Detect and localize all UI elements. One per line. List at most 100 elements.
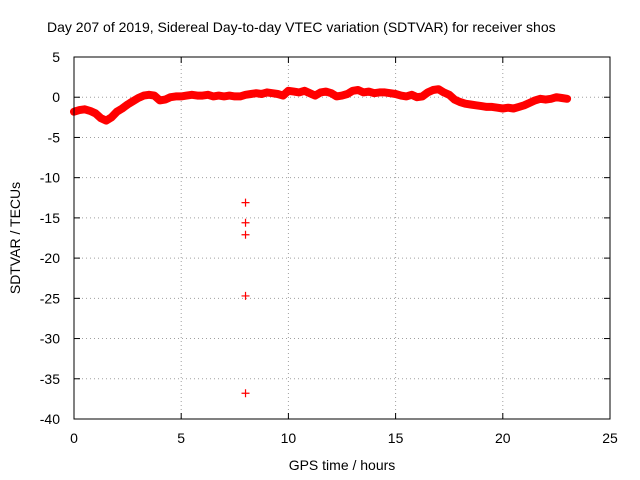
data-point — [145, 91, 153, 99]
data-point — [242, 91, 250, 99]
data-point — [370, 89, 378, 97]
outlier-point — [241, 291, 250, 300]
chart-title: Day 207 of 2019, Sidereal Day-to-day VTE… — [47, 19, 556, 35]
data-point — [279, 92, 287, 100]
y-tick-label: -15 — [40, 210, 60, 226]
data-point — [338, 92, 346, 100]
data-point — [381, 88, 389, 96]
x-axis-ticks: 0 5 10 15 20 25 — [70, 57, 618, 446]
data-point — [542, 96, 550, 104]
data-point — [359, 88, 367, 96]
data-point — [488, 103, 496, 111]
data-series — [70, 85, 572, 398]
data-point — [97, 114, 105, 122]
x-tick-label: 25 — [602, 430, 618, 446]
y-axis-ticks: 5 0 -5 -10 -15 -20 -25 -30 -35 -40 — [40, 49, 610, 427]
data-point — [156, 96, 164, 104]
data-point — [188, 91, 196, 99]
data-point — [91, 109, 99, 117]
data-point — [520, 101, 528, 109]
data-point — [461, 100, 469, 108]
data-point — [552, 93, 560, 101]
data-point — [333, 92, 341, 100]
data-point — [531, 96, 539, 104]
data-point — [349, 87, 357, 95]
data-point — [177, 92, 185, 100]
data-point — [477, 102, 485, 110]
data-point — [451, 96, 459, 104]
data-point — [75, 106, 83, 114]
data-point — [134, 94, 142, 102]
data-point — [327, 89, 335, 97]
data-point — [418, 92, 426, 100]
data-point — [402, 92, 410, 100]
y-tick-label: -10 — [40, 170, 60, 186]
data-point — [510, 104, 518, 112]
y-axis-label: SDTVAR / TECUs — [7, 182, 23, 294]
data-point — [295, 88, 303, 96]
data-point — [424, 88, 432, 96]
y-tick-label: 5 — [52, 49, 60, 65]
data-point — [209, 92, 217, 100]
data-point — [526, 99, 534, 107]
data-point — [113, 108, 121, 116]
data-point — [306, 89, 314, 97]
data-point — [392, 90, 400, 98]
data-point — [124, 100, 132, 108]
x-axis-label: GPS time / hours — [289, 457, 396, 473]
data-point — [161, 96, 169, 104]
data-point — [317, 88, 325, 96]
data-point — [493, 104, 501, 112]
data-point — [263, 88, 271, 96]
x-tick-label: 5 — [177, 430, 185, 446]
y-tick-label: -25 — [40, 290, 60, 306]
data-point — [300, 87, 308, 95]
outlier-point — [241, 389, 250, 398]
data-point — [274, 90, 282, 98]
data-point — [563, 95, 571, 103]
y-tick-label: -5 — [48, 129, 61, 145]
data-point — [236, 92, 244, 100]
data-point — [343, 90, 351, 98]
data-point — [536, 95, 544, 103]
data-point — [247, 90, 255, 98]
data-point — [499, 104, 507, 112]
data-point — [166, 93, 174, 101]
data-point — [413, 93, 421, 101]
data-point — [204, 91, 212, 99]
outlier-point — [241, 218, 250, 227]
data-point — [467, 100, 475, 108]
y-tick-label: 0 — [52, 89, 60, 105]
data-point — [434, 85, 442, 93]
data-point — [118, 104, 126, 112]
grid-lines — [74, 57, 610, 419]
data-point — [504, 104, 512, 112]
data-point — [322, 88, 330, 96]
data-point — [258, 90, 266, 98]
y-tick-label: -30 — [40, 331, 60, 347]
data-point — [183, 92, 191, 100]
data-point — [365, 88, 373, 96]
data-point — [408, 91, 416, 99]
data-point — [311, 92, 319, 100]
data-point — [108, 113, 116, 121]
x-tick-label: 20 — [495, 430, 511, 446]
y-tick-label: -20 — [40, 250, 60, 266]
data-point — [86, 107, 94, 115]
data-point — [220, 92, 228, 100]
data-point — [456, 98, 464, 106]
data-point — [397, 92, 405, 100]
data-point — [547, 95, 555, 103]
outlier-point — [241, 198, 250, 207]
data-point — [284, 87, 292, 95]
data-point — [440, 88, 448, 96]
data-point — [215, 92, 223, 100]
data-point — [199, 92, 207, 100]
data-point — [129, 97, 137, 105]
data-point — [445, 91, 453, 99]
y-tick-label: -35 — [40, 371, 60, 387]
data-point — [558, 94, 566, 102]
data-point — [290, 88, 298, 96]
y-tick-label: -40 — [40, 411, 60, 427]
x-tick-label: 10 — [281, 430, 297, 446]
